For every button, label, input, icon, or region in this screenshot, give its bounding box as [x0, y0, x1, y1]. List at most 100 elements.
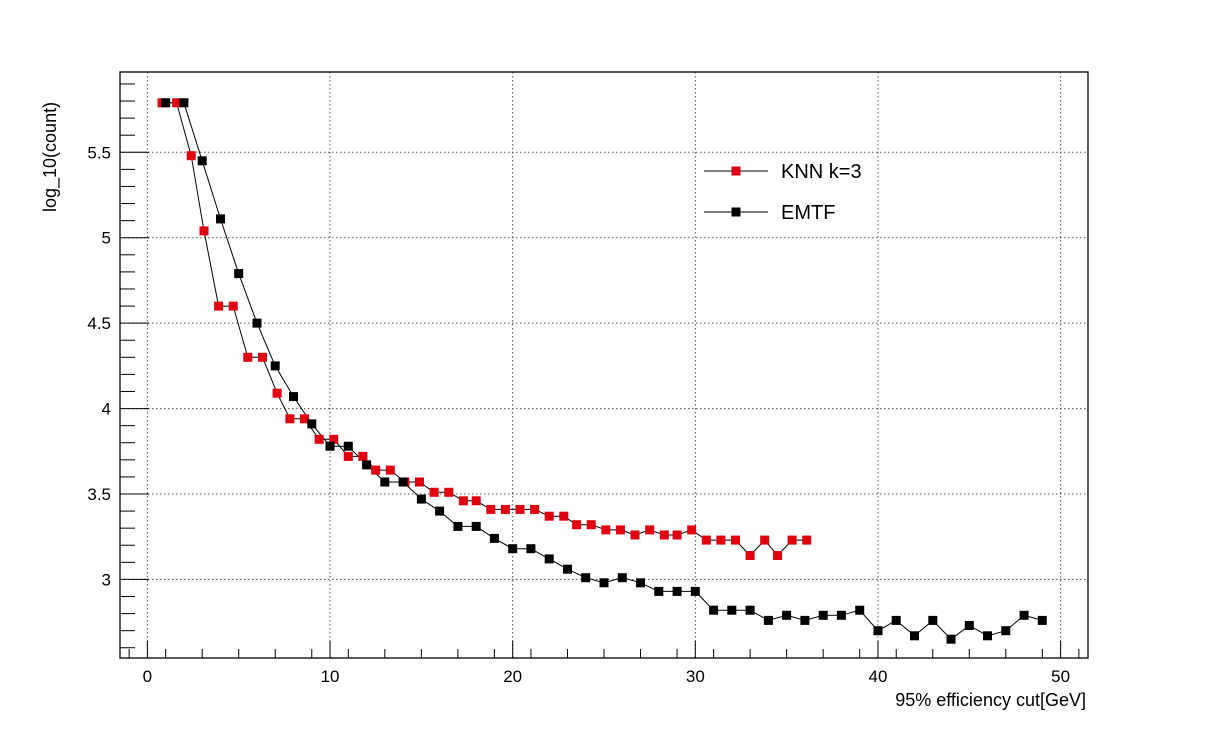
data-point-knn — [672, 530, 682, 540]
data-point-emtf — [508, 544, 518, 554]
data-point-emtf — [581, 573, 591, 583]
data-point-knn — [530, 504, 540, 514]
data-point-knn — [515, 504, 525, 514]
data-point-knn — [385, 465, 395, 475]
y-tick-label: 5 — [102, 229, 111, 248]
data-point-knn — [429, 487, 439, 497]
x-axis-title: 95% efficiency cut[GeV] — [895, 690, 1086, 710]
data-point-emtf — [745, 605, 755, 615]
x-tick-label: 0 — [143, 667, 152, 686]
data-point-emtf — [873, 626, 883, 636]
x-tick-label: 20 — [503, 667, 522, 686]
axes: 0 10 20 30 40 50 3 3.5 4 4.5 5 5.5 — [87, 83, 1080, 686]
data-point-emtf — [435, 506, 445, 516]
data-point-emtf — [1001, 626, 1011, 636]
data-point-emtf — [234, 269, 244, 279]
y-tick-label: 5.5 — [87, 143, 111, 162]
data-point-knn — [243, 352, 253, 362]
data-point-knn — [500, 504, 510, 514]
data-series — [157, 98, 1047, 644]
data-point-emtf — [398, 477, 408, 487]
data-point-knn — [471, 496, 481, 506]
data-point-knn — [630, 530, 640, 540]
data-point-knn — [544, 511, 554, 521]
legend-label-knn: KNN k=3 — [781, 161, 862, 183]
data-point-knn — [745, 551, 755, 560]
data-point-emtf — [1037, 615, 1047, 625]
data-point-knn — [228, 301, 238, 311]
data-point-emtf — [983, 631, 992, 641]
series-line-emtf — [165, 102, 1043, 640]
data-point-emtf — [197, 156, 207, 166]
data-point-emtf — [782, 610, 792, 620]
data-point-knn — [214, 301, 224, 311]
data-point-emtf — [818, 610, 828, 620]
data-point-emtf — [891, 615, 901, 625]
data-point-knn — [701, 535, 711, 545]
legend-label-emtf: EMTF — [781, 202, 835, 224]
data-point-emtf — [380, 477, 390, 487]
data-point-emtf — [161, 98, 171, 108]
data-point-knn — [731, 535, 740, 545]
data-point-knn — [444, 487, 454, 497]
data-point-emtf — [946, 634, 956, 644]
data-point-knn — [458, 496, 468, 506]
data-point-knn — [615, 525, 625, 535]
data-point-knn — [199, 226, 209, 236]
data-point-knn — [802, 535, 812, 545]
data-point-knn — [773, 551, 782, 560]
data-point-emtf — [325, 441, 335, 451]
data-point-knn — [601, 525, 611, 535]
data-point-emtf — [636, 578, 645, 588]
x-tick-label: 10 — [321, 667, 340, 686]
data-point-emtf — [252, 318, 262, 328]
data-point-knn — [314, 434, 324, 444]
data-point-knn — [358, 451, 368, 461]
data-point-knn — [486, 504, 496, 514]
data-point-knn — [186, 151, 196, 161]
data-point-knn — [300, 414, 309, 424]
data-point-emtf — [727, 605, 737, 615]
x-tick-label: 30 — [686, 667, 705, 686]
data-point-emtf — [343, 441, 353, 451]
data-point-emtf — [471, 521, 481, 531]
data-point-knn — [586, 520, 596, 530]
data-point-emtf — [489, 533, 499, 543]
data-point-knn — [572, 520, 582, 530]
data-point-emtf — [800, 615, 810, 625]
y-tick-label: 3.5 — [87, 485, 111, 504]
data-point-emtf — [453, 521, 463, 531]
data-point-knn — [760, 535, 770, 545]
data-point-emtf — [617, 573, 627, 583]
data-point-emtf — [416, 494, 426, 504]
x-tick-label: 50 — [1051, 667, 1070, 686]
data-point-emtf — [855, 605, 865, 615]
data-point-knn — [687, 525, 697, 535]
data-point-knn — [258, 352, 267, 362]
data-point-emtf — [1019, 610, 1029, 620]
legend: KNN k=3 EMTF — [704, 161, 862, 224]
data-point-emtf — [270, 361, 280, 371]
data-point-knn — [172, 98, 182, 108]
data-point-emtf — [672, 586, 682, 596]
data-point-knn — [343, 451, 353, 461]
series-line-knn — [162, 102, 807, 557]
data-point-emtf — [763, 615, 773, 625]
data-point-knn — [559, 511, 569, 521]
data-point-knn — [787, 535, 797, 545]
legend-marker-knn — [731, 166, 741, 176]
y-axis-title: log_10(count) — [40, 102, 61, 212]
legend-marker-emtf — [731, 207, 741, 217]
y-tick-label: 3 — [102, 570, 111, 589]
data-point-emtf — [526, 544, 536, 554]
data-point-emtf — [544, 554, 554, 564]
data-point-knn — [645, 525, 655, 535]
data-point-emtf — [563, 564, 572, 574]
data-point-emtf — [690, 586, 700, 596]
data-point-emtf — [654, 586, 664, 596]
data-point-emtf — [289, 392, 298, 402]
y-tick-label: 4 — [102, 400, 111, 419]
data-point-emtf — [964, 621, 974, 630]
x-tick-label: 40 — [869, 667, 888, 686]
y-tick-label: 4.5 — [87, 314, 111, 333]
